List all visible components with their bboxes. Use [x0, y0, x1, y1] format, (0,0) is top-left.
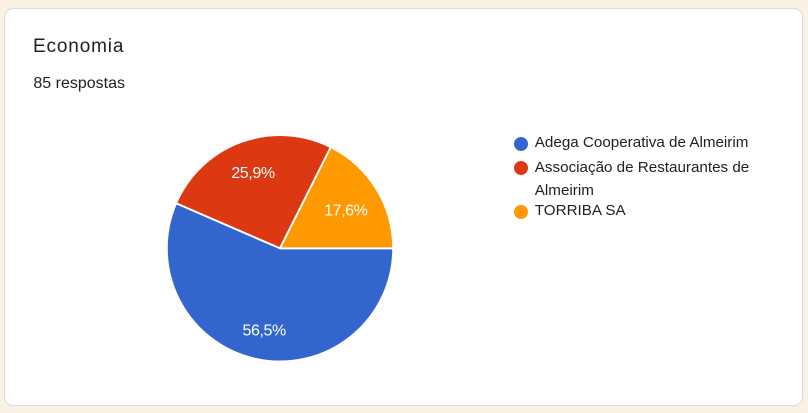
svg-text:56,5%: 56,5%	[243, 323, 287, 340]
svg-text:17,6%: 17,6%	[324, 202, 368, 219]
svg-text:25,9%: 25,9%	[231, 165, 275, 182]
